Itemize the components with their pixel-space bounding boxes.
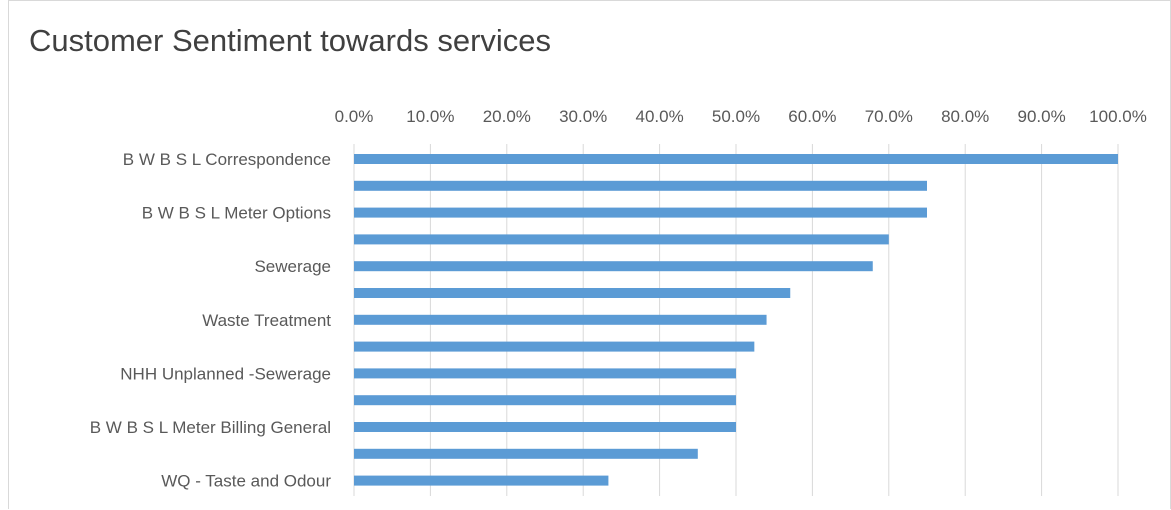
bar — [354, 368, 736, 379]
bar-chart-plot: 0.0% 10.0% 20.0% 30.0% 40.0% 50.0% 60.0% 70.0% 8… — [90, 107, 1147, 496]
bar — [354, 288, 791, 298]
bar — [354, 448, 698, 459]
x-tick-label: 10.0% — [406, 107, 454, 126]
x-axis-tick-labels: 0.0% 10.0% 20.0% 30.0% 40.0% 50.0% 60.0% 70.0% 8… — [335, 107, 1147, 126]
bar — [354, 422, 736, 432]
x-tick-label: 20.0% — [483, 107, 531, 126]
bar — [354, 341, 755, 352]
bar — [354, 180, 927, 191]
bar — [354, 261, 873, 272]
x-tick-label: 70.0% — [865, 107, 913, 126]
bar — [354, 395, 736, 406]
chart-title: Customer Sentiment towards services — [29, 23, 552, 58]
x-tick-label: 30.0% — [559, 107, 607, 126]
category-label: Waste Treatment — [202, 311, 331, 330]
bars — [354, 154, 1118, 486]
category-label: NHH Unplanned -Sewerage — [120, 364, 331, 383]
category-label: B W B S L Meter Billing General — [90, 418, 331, 437]
category-label: WQ - Taste and Odour — [161, 472, 331, 491]
bar — [354, 207, 927, 218]
category-label: Sewerage — [254, 257, 331, 276]
bar — [354, 234, 889, 245]
x-tick-label: 80.0% — [941, 107, 989, 126]
bar — [354, 154, 1118, 164]
bar — [354, 475, 609, 486]
x-tick-label: 0.0% — [335, 107, 374, 126]
x-tick-label: 40.0% — [635, 107, 683, 126]
category-label: B W B S L Meter Options — [142, 204, 331, 223]
x-tick-label: 100.0% — [1089, 107, 1147, 126]
x-tick-label: 90.0% — [1017, 107, 1065, 126]
category-labels: B W B S L Correspondence B W B S L Meter … — [90, 150, 332, 491]
x-tick-label: 50.0% — [712, 107, 760, 126]
category-label: B W B S L Correspondence — [123, 150, 331, 169]
bar — [354, 314, 767, 325]
x-tick-label: 60.0% — [788, 107, 836, 126]
chart-frame: Customer Sentiment towards services 0.0%… — [8, 0, 1171, 509]
